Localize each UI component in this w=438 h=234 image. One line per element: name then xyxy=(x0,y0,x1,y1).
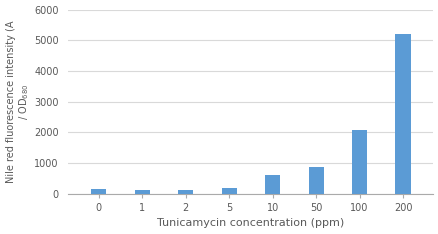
X-axis label: Tunicamycin concentration (ppm): Tunicamycin concentration (ppm) xyxy=(157,219,344,228)
Y-axis label: Nile red fluorescence intensity (A
/ OD$_{680}$: Nile red fluorescence intensity (A / OD$… xyxy=(6,20,31,183)
Bar xyxy=(395,34,410,194)
Bar xyxy=(308,167,323,194)
Bar xyxy=(221,188,237,194)
Bar xyxy=(265,175,279,194)
Bar xyxy=(351,130,366,194)
Bar xyxy=(178,190,193,194)
Bar xyxy=(91,189,106,194)
Bar xyxy=(134,190,150,194)
